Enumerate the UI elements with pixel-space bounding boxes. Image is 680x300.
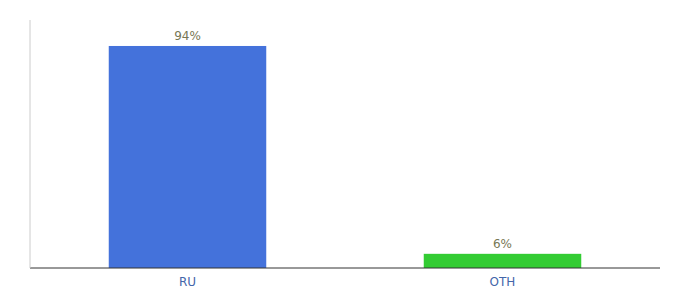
chart-svg: RU OTH 94% 6% xyxy=(0,0,680,300)
data-label: 94% xyxy=(174,29,201,43)
x-tick-label: OTH xyxy=(490,275,516,289)
y-axis-line xyxy=(30,20,31,268)
bar xyxy=(424,254,582,268)
bar xyxy=(109,46,267,268)
data-label: 6% xyxy=(493,237,512,251)
x-tick-label: RU xyxy=(179,275,196,289)
bars xyxy=(109,46,582,268)
chart-container: RU OTH 94% 6% xyxy=(0,0,680,300)
x-axis-line xyxy=(30,268,660,269)
